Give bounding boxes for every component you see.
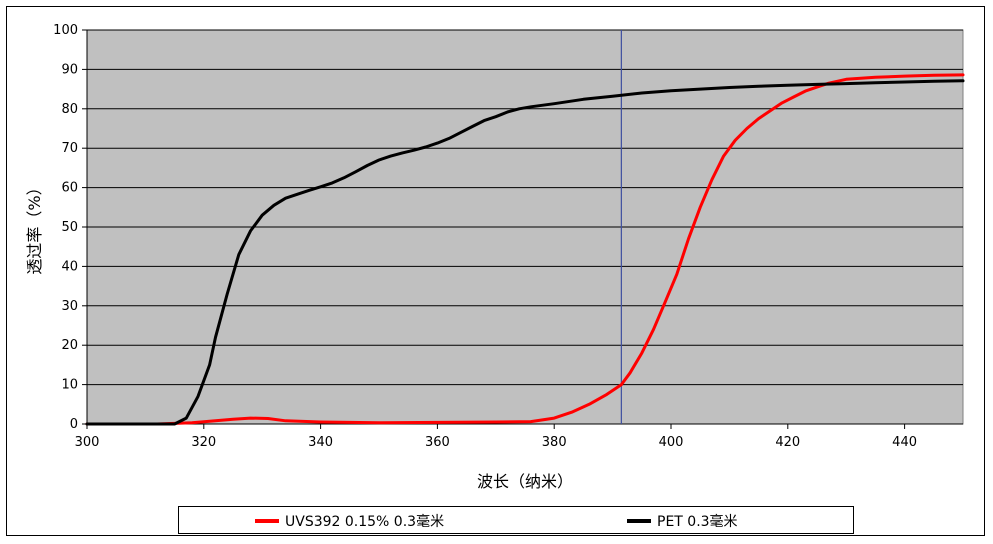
legend-swatch-pet: [627, 519, 651, 523]
y-tick-label: 100: [53, 23, 78, 38]
x-tick-label: 320: [191, 435, 216, 450]
series-line-1: [85, 79, 965, 426]
legend-item-pet: PET 0.3毫米: [627, 511, 738, 531]
y-tick-label: 10: [61, 378, 78, 393]
legend-item-uvs392: UVS392 0.15% 0.3毫米: [255, 511, 444, 531]
grid-lines: [87, 29, 963, 386]
x-axis-title: 波长（纳米）: [477, 472, 573, 491]
x-tick-label: 380: [542, 435, 567, 450]
x-axis-ticks: 300 320 340 360 380 400 420 440: [75, 423, 963, 450]
x-tick-label: 300: [75, 435, 100, 450]
legend-label-pet: PET 0.3毫米: [657, 514, 738, 530]
y-tick-label: 40: [61, 259, 78, 274]
y-tick-label: 20: [61, 338, 78, 353]
x-tick-label: 360: [425, 435, 450, 450]
y-tick-label: 30: [61, 299, 78, 314]
legend: UVS392 0.15% 0.3毫米 PET 0.3毫米: [178, 506, 854, 534]
x-tick-label: 440: [892, 435, 917, 450]
legend-label-uvs392: UVS392 0.15% 0.3毫米: [285, 514, 445, 530]
y-tick-label: 70: [61, 141, 78, 156]
y-tick-label: 90: [61, 62, 78, 77]
x-tick-label: 340: [308, 435, 333, 450]
y-tick-label: 0: [70, 417, 78, 432]
x-tick-label: 420: [775, 435, 800, 450]
y-tick-label: 60: [61, 181, 78, 196]
y-tick-label: 50: [61, 220, 78, 235]
x-tick-label: 400: [659, 435, 684, 450]
series-line-0: [85, 73, 965, 426]
y-axis-title: 透过率（%）: [25, 179, 44, 274]
y-axis-ticks: 0 10 20 30 40 50 60 70 80 90 100: [53, 23, 88, 432]
y-tick-label: 80: [61, 102, 78, 117]
legend-swatch-uvs392: [255, 519, 279, 523]
series-group: [85, 73, 965, 426]
